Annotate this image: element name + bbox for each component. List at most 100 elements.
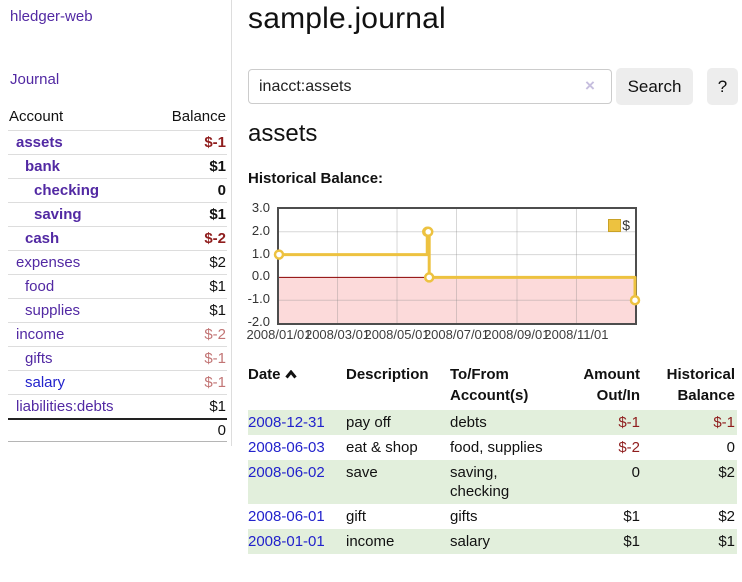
account-link-gifts[interactable]: gifts <box>25 350 53 367</box>
transaction-date-link[interactable]: 2008-12-31 <box>248 414 325 431</box>
account-balance: $1 <box>209 206 226 223</box>
transaction-balance: $1 <box>718 533 735 550</box>
account-row-saving: saving $1 <box>8 202 227 226</box>
x-axis-tick-label: 2008/09/01 <box>484 327 550 342</box>
col-header-date-label: Date <box>248 366 281 383</box>
y-axis-tick-label: 3.0 <box>251 200 270 215</box>
transaction-date-link[interactable]: 2008-06-01 <box>248 508 325 525</box>
y-axis-tick-label: -1.0 <box>247 291 270 307</box>
transaction-amount: 0 <box>631 464 640 481</box>
account-balance: 0 <box>217 182 226 199</box>
accounts-tree: Account Balance assets $-1 bank $1 check… <box>8 105 227 442</box>
sidebar-item-journal[interactable]: Journal <box>10 71 60 88</box>
accounts-header-account: Account <box>9 108 64 125</box>
transaction-row: 2008-01-01 income salary $1 $1 <box>248 529 737 554</box>
col-header-description: Description <box>346 366 429 383</box>
transaction-accounts: salary <box>450 533 491 550</box>
transaction-date-link[interactable]: 2008-06-02 <box>248 464 325 481</box>
transaction-row: 2008-12-31 pay off debts $-1 $-1 <box>248 410 737 435</box>
transaction-date-link[interactable]: 2008-01-01 <box>248 533 325 550</box>
col-header-balance: Historical Balance <box>666 366 735 404</box>
search-button[interactable]: Search <box>616 68 693 105</box>
account-row-cash: cash $-2 <box>8 226 227 250</box>
transaction-description: save <box>346 464 378 481</box>
chart-plot-area <box>273 209 641 323</box>
transaction-accounts: debts <box>450 414 487 431</box>
accounts-total-row: 0 <box>8 418 227 442</box>
account-balance: $-1 <box>204 350 226 367</box>
account-row-expenses: expenses $2 <box>8 250 227 274</box>
accounts-header: Account Balance <box>8 105 227 130</box>
account-link-food[interactable]: food <box>25 278 55 295</box>
account-balance: $-2 <box>204 326 226 343</box>
transaction-amount: $-1 <box>618 414 640 431</box>
legend-label: $ <box>622 217 630 233</box>
app-title-link[interactable]: hledger-web <box>10 8 93 25</box>
transaction-amount: $-2 <box>618 439 640 456</box>
register-header-row: Date Description To/From Account(s) Amou… <box>248 362 737 410</box>
account-row-salary: salary $-1 <box>8 370 227 394</box>
sort-ascending-icon <box>284 364 297 385</box>
transaction-accounts: saving, checking <box>450 464 510 500</box>
account-link-expenses[interactable]: expenses <box>16 254 81 271</box>
y-axis-tick-label: -2.0 <box>247 314 270 329</box>
transaction-balance: $2 <box>718 464 735 481</box>
transaction-balance: $2 <box>718 508 735 525</box>
chart-legend: $ <box>608 217 630 233</box>
account-link-saving[interactable]: saving <box>34 206 82 223</box>
account-row-supplies: supplies $1 <box>8 298 227 322</box>
search-input[interactable] <box>248 69 612 104</box>
transaction-row: 2008-06-02 save saving, checking 0 $2 <box>248 460 737 504</box>
transaction-balance: 0 <box>726 439 735 456</box>
accounts-header-balance: Balance <box>171 108 226 125</box>
account-balance: $-1 <box>204 134 226 151</box>
account-link-income[interactable]: income <box>16 326 65 343</box>
accounts-total-value: 0 <box>217 422 226 439</box>
balance-chart: $ <box>273 207 641 325</box>
transaction-row: 2008-06-03 eat & shop food, supplies $-2… <box>248 435 737 460</box>
y-axis-tick-label: 0.0 <box>251 268 270 284</box>
account-balance: $1 <box>209 302 226 319</box>
account-row-liabilities-debts: liabilities:debts $1 <box>8 394 227 418</box>
page-title: sample.journal <box>248 2 446 35</box>
clear-search-icon[interactable]: × <box>585 76 595 95</box>
account-balance: $1 <box>209 398 226 415</box>
account-link-liabilities-debts[interactable]: liabilities:debts <box>16 398 114 415</box>
account-link-assets[interactable]: assets <box>16 134 63 151</box>
register-table: Date Description To/From Account(s) Amou… <box>248 362 737 554</box>
transaction-row: 2008-06-01 gift gifts $1 $2 <box>248 504 737 529</box>
account-row-assets: assets $-1 <box>8 130 227 154</box>
col-header-date[interactable]: Date <box>248 362 346 410</box>
account-row-checking: checking 0 <box>8 178 227 202</box>
x-axis-tick-label: 2008/03/01 <box>304 327 371 342</box>
account-link-bank[interactable]: bank <box>25 158 61 175</box>
account-row-income: income $-2 <box>8 322 227 346</box>
transaction-description: eat & shop <box>346 439 418 456</box>
transaction-accounts: food, supplies <box>450 439 543 456</box>
y-axis-tick-label: 1.0 <box>251 245 270 261</box>
help-button[interactable]: ? <box>707 68 738 105</box>
transaction-date-link[interactable]: 2008-06-03 <box>248 439 325 456</box>
chart-title: Historical Balance: <box>248 170 384 187</box>
col-header-accounts: To/From Account(s) <box>450 366 529 404</box>
transaction-amount: $1 <box>623 508 640 525</box>
x-axis-tick-label: 2008/11/01 <box>544 327 609 342</box>
account-row-food: food $1 <box>8 274 227 298</box>
transaction-amount: $1 <box>623 533 640 550</box>
transaction-description: gift <box>346 508 367 525</box>
account-balance: $-1 <box>204 374 226 391</box>
account-link-supplies[interactable]: supplies <box>25 302 81 319</box>
transaction-description: income <box>346 533 395 550</box>
legend-swatch-icon <box>608 218 622 232</box>
account-link-salary[interactable]: salary <box>25 374 66 391</box>
account-row-gifts: gifts $-1 <box>8 346 227 370</box>
transaction-balance: $-1 <box>713 414 735 431</box>
sidebar: hledger-web Journal Account Balance asse… <box>0 0 232 446</box>
account-balance: $2 <box>209 254 226 271</box>
account-link-checking[interactable]: checking <box>34 182 100 199</box>
account-balance: $1 <box>209 278 226 295</box>
col-header-amount: Amount Out/In <box>583 366 640 404</box>
x-axis-tick-label: 2008/05/01 <box>364 327 430 342</box>
account-link-cash[interactable]: cash <box>25 230 60 247</box>
